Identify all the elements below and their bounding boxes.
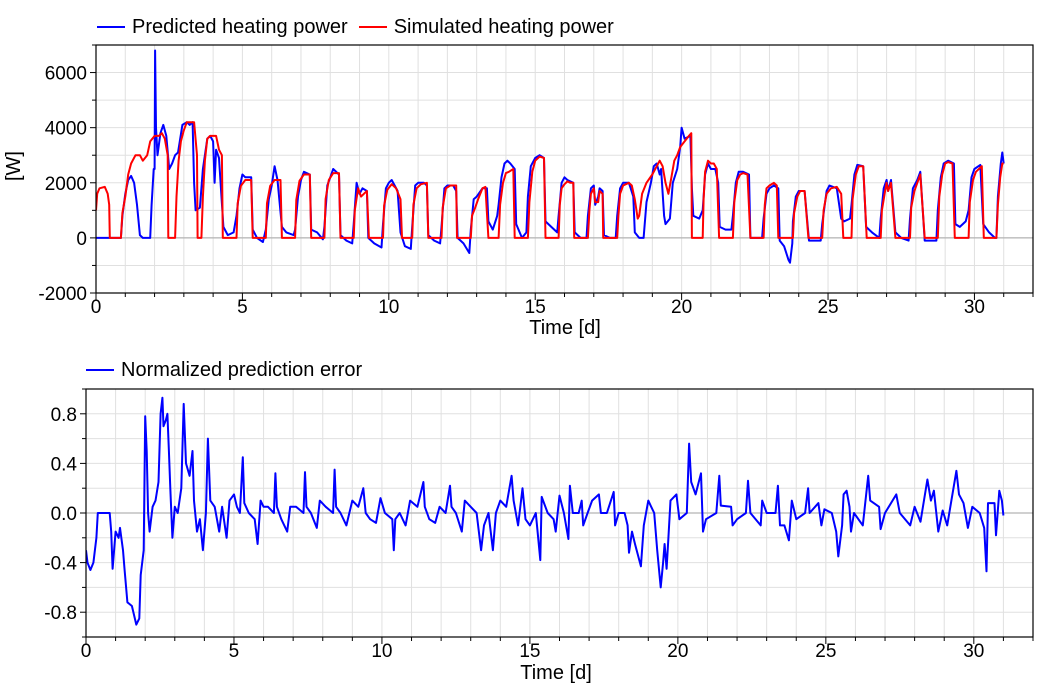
- top-y-tick-label: -2000: [38, 284, 87, 305]
- top-y-tick-label: 0: [76, 229, 87, 250]
- bottom-x-axis-label: Time [d]: [520, 662, 592, 684]
- bottom-y-tick-label: -0.8: [44, 603, 77, 624]
- top-x-tick-label: 25: [817, 297, 838, 318]
- legend-item-predicted: Predicted heating power: [97, 16, 348, 38]
- top-y-tick-label: 2000: [45, 174, 87, 195]
- bottom-y-tick-label: -0.4: [44, 554, 77, 575]
- bottom-x-tick-label: 15: [519, 641, 540, 662]
- top-x-tick-label: 5: [237, 297, 248, 318]
- legend-swatch-error: [86, 369, 114, 371]
- bottom-x-tick-label: 0: [81, 641, 92, 662]
- legend-label-predicted: Predicted heating power: [132, 16, 348, 38]
- top-series-predicted-heating-power: [96, 49, 1005, 264]
- legend-label-error: Normalized prediction error: [121, 359, 363, 381]
- bottom-y-tick-label: 0.8: [51, 405, 77, 426]
- legend-item-error: Normalized prediction error: [86, 359, 362, 381]
- bottom-series-normalized-prediction-error: [86, 396, 1005, 626]
- legend-item-simulated: Simulated heating power: [358, 16, 614, 38]
- bottom-x-tick-label: 25: [815, 641, 836, 662]
- top-x-tick-label: 30: [964, 297, 985, 318]
- top-x-axis-label: Time [d]: [529, 317, 601, 339]
- top-legend: Predicted heating power Simulated heatin…: [97, 16, 625, 38]
- legend-label-simulated: Simulated heating power: [393, 16, 614, 38]
- bottom-x-tick-label: 30: [963, 641, 984, 662]
- top-y-axis-label: [W]: [3, 151, 25, 181]
- legend-swatch-predicted: [97, 26, 125, 28]
- top-y-tick-label: 6000: [45, 64, 87, 85]
- legend-swatch-simulated: [358, 26, 387, 28]
- bottom-plot: 0 5 10 15 20 25 30 -0.8 -0.4 0.0 0.4 0.8: [44, 388, 1034, 662]
- bottom-x-tick-label: 5: [229, 641, 240, 662]
- top-x-tick-label: 15: [525, 297, 546, 318]
- top-plot-frame: [95, 44, 1034, 294]
- top-series-simulated-heating-power: [96, 121, 1004, 239]
- bottom-y-tick-label: 0.4: [51, 454, 78, 475]
- bottom-x-tick-label: 10: [371, 641, 392, 662]
- bottom-x-tick-label: 20: [667, 641, 688, 662]
- bottom-legend: Normalized prediction error: [86, 359, 373, 381]
- top-x-tick-label: 0: [91, 297, 102, 318]
- bottom-y-tick-label: 0.0: [51, 504, 77, 525]
- bottom-plot-frame: [85, 388, 1034, 638]
- top-x-tick-label: 10: [378, 297, 399, 318]
- top-y-tick-label: 4000: [45, 119, 87, 140]
- top-x-tick-label: 20: [671, 297, 692, 318]
